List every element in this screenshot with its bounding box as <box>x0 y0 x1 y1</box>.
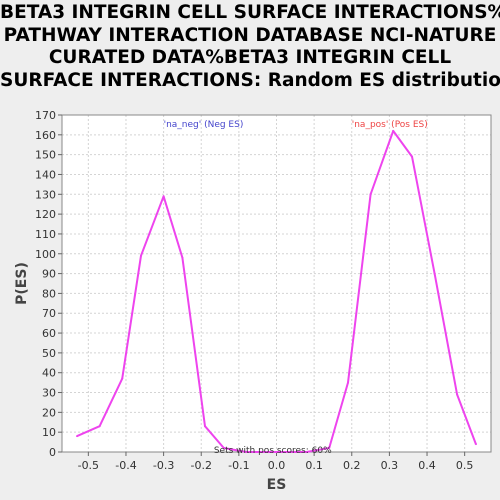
y-tick-label: 100 <box>35 248 56 261</box>
data-point <box>286 451 289 453</box>
data-point <box>456 393 459 396</box>
data-point <box>140 254 143 257</box>
y-tick-label: 160 <box>35 129 56 142</box>
x-axis-label: ES <box>267 477 287 493</box>
data-point <box>328 447 331 450</box>
y-tick-label: 10 <box>42 426 56 439</box>
y-tick-label: 70 <box>42 307 56 320</box>
data-point <box>433 272 436 275</box>
neg-es-label: 'na_neg' (Neg ES) <box>164 120 244 130</box>
data-point <box>245 451 248 453</box>
y-tick-label: 120 <box>35 208 56 221</box>
chart-title-line-3: CURATED DATA%BETA3 INTEGRIN CELL <box>48 47 452 68</box>
chart-title-line-2: PATHWAY INTERACTION DATABASE NCI-NATURE <box>3 24 497 46</box>
chart-title: BETA3 INTEGRIN CELL SURFACE INTERACTIONS… <box>0 2 500 92</box>
data-point <box>162 195 165 198</box>
y-tick-label: 170 <box>35 109 56 122</box>
y-axis-label: P(ES) <box>14 262 30 305</box>
data-point <box>305 451 308 453</box>
x-tick-label: 0.1 <box>305 459 323 472</box>
pos-es-label: 'na_pos' (Pos ES) <box>352 120 428 130</box>
data-point <box>98 425 101 428</box>
data-point <box>347 381 349 384</box>
series-line <box>76 129 477 453</box>
y-tick-label: 50 <box>42 347 56 360</box>
x-tick-label: -0.5 <box>78 459 99 472</box>
chart-title-line-4: SURFACE INTERACTIONS: Random ES distribu… <box>0 69 500 91</box>
y-tick-label: 0 <box>49 446 56 459</box>
y-tick-label: 20 <box>42 406 56 419</box>
y-tick-label: 30 <box>42 387 56 400</box>
pos-scores-note: Sets with pos scores: 60% <box>214 446 332 456</box>
data-point <box>410 155 413 158</box>
data-point <box>121 377 124 380</box>
x-tick-label: -0.4 <box>115 459 136 472</box>
y-tick-label: 130 <box>35 188 56 201</box>
y-tick-label: 90 <box>42 268 56 281</box>
data-point <box>264 451 267 453</box>
data-point <box>204 425 206 428</box>
data-point <box>369 193 372 196</box>
x-tick-label: -0.2 <box>191 459 212 472</box>
data-point <box>474 443 477 446</box>
data-point <box>392 129 395 132</box>
data-point <box>181 256 184 259</box>
y-tick-label: 60 <box>42 327 56 340</box>
x-tick-label: 0.0 <box>268 459 286 472</box>
x-tick-label: 0.4 <box>418 459 436 472</box>
x-tick-label: 0.3 <box>381 459 399 472</box>
y-tick-label: 140 <box>35 168 56 181</box>
x-tick-label: -0.1 <box>228 459 249 472</box>
y-tick-label: 150 <box>35 149 56 162</box>
x-tick-label: -0.3 <box>153 459 174 472</box>
chart-title-line-1: BETA3 INTEGRIN CELL SURFACE INTERACTIONS… <box>0 2 500 23</box>
y-tick-label: 40 <box>42 367 56 380</box>
data-point <box>76 435 79 438</box>
x-tick-label: 0.5 <box>456 459 474 472</box>
data-point <box>222 447 225 450</box>
y-tick-label: 80 <box>42 287 56 300</box>
y-tick-label: 110 <box>35 228 56 241</box>
x-tick-label: 0.2 <box>343 459 361 472</box>
